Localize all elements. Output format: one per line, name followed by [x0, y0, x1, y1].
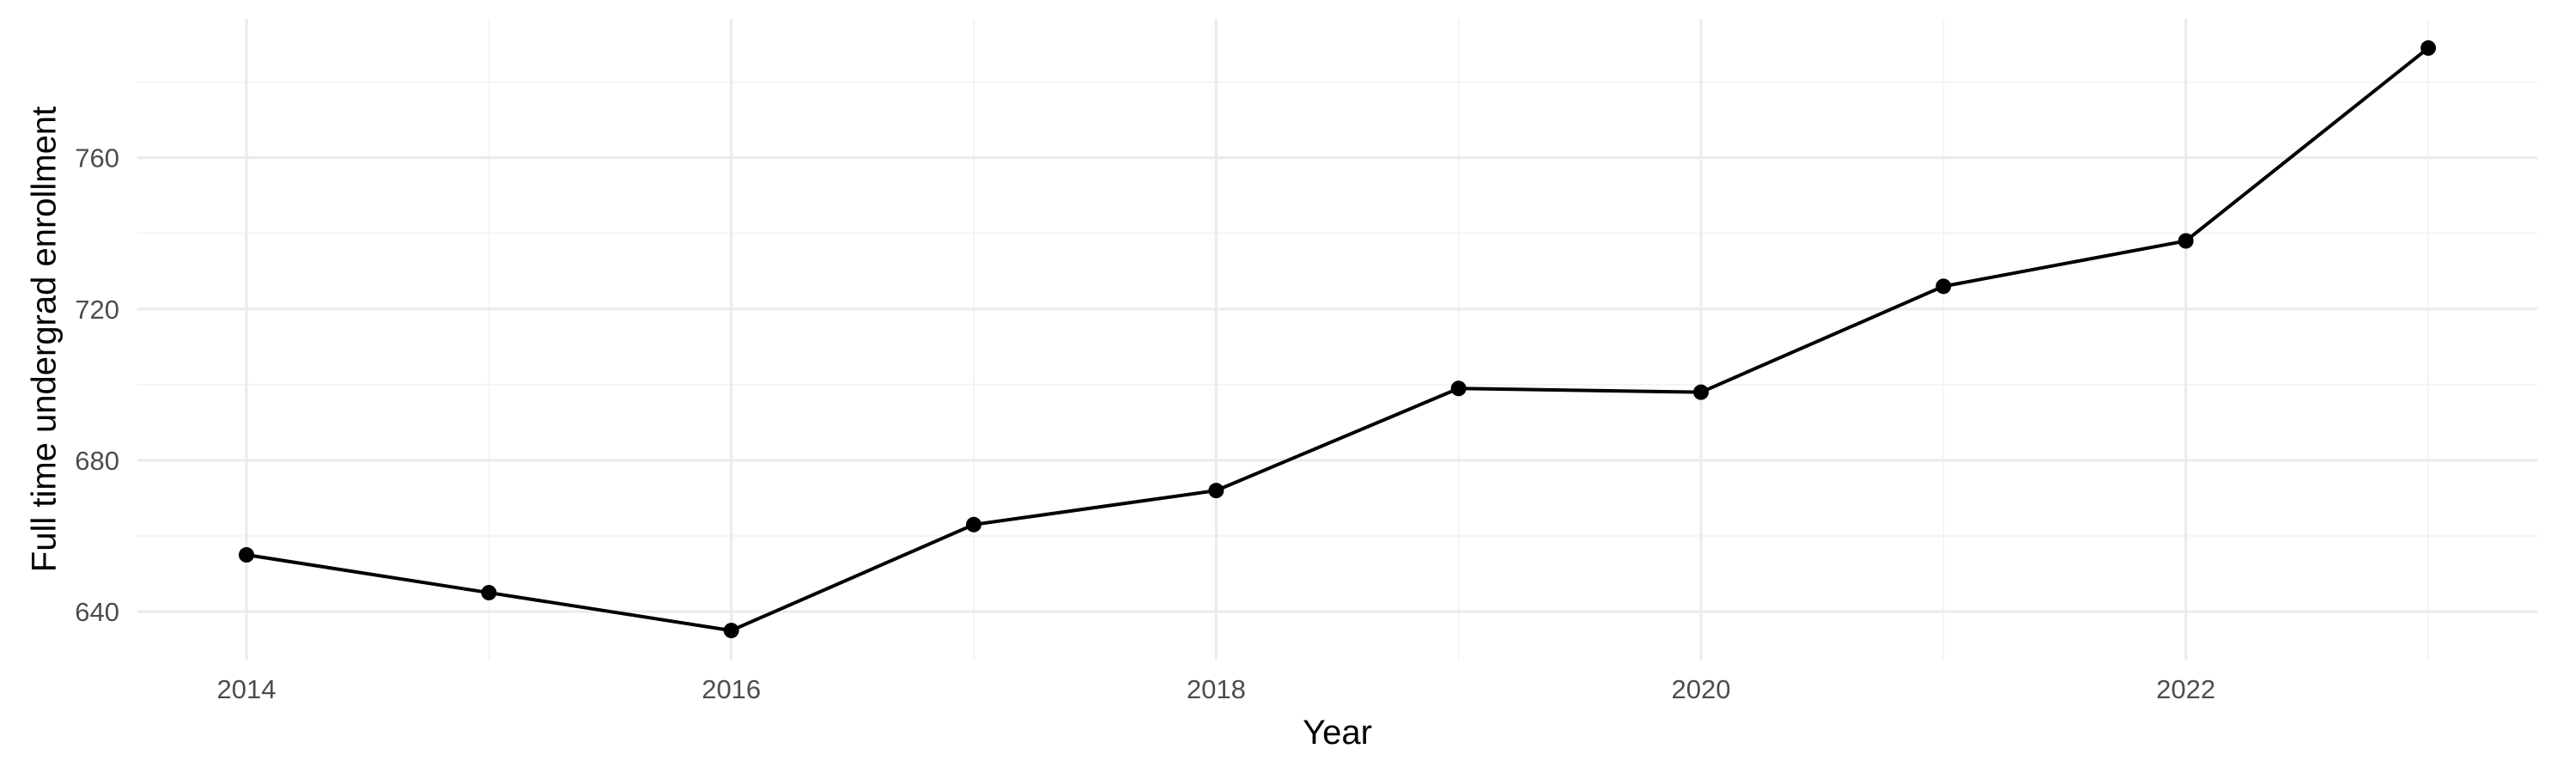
series [239, 40, 2436, 639]
data-point [2178, 233, 2194, 249]
y-tick-label: 680 [75, 446, 119, 476]
data-point [481, 585, 497, 601]
grid [137, 19, 2537, 660]
data-point [966, 516, 982, 533]
data-point [1450, 380, 1467, 397]
data-point [723, 623, 739, 639]
data-point [1935, 278, 1952, 295]
x-tick-label: 2014 [217, 674, 276, 704]
data-point [1208, 483, 1224, 499]
y-tick-label: 720 [75, 295, 119, 325]
x-tick-label: 2020 [1672, 674, 1731, 704]
series-line [245, 46, 2430, 633]
data-point [2420, 40, 2436, 56]
x-axis-title: Year [1303, 714, 1372, 752]
data-point [1692, 384, 1709, 400]
x-tick-label: 2018 [1187, 674, 1246, 704]
y-tick-label: 640 [75, 597, 119, 627]
axis-ticks: 2014 2016 2018 2020 2022 640 680 720 760 [75, 143, 2215, 704]
y-tick-label: 760 [75, 143, 119, 173]
x-tick-label: 2016 [702, 674, 761, 704]
x-tick-label: 2022 [2156, 674, 2215, 704]
y-axis-title: Full time undergrad enrollment [26, 107, 64, 572]
data-point [239, 547, 255, 563]
